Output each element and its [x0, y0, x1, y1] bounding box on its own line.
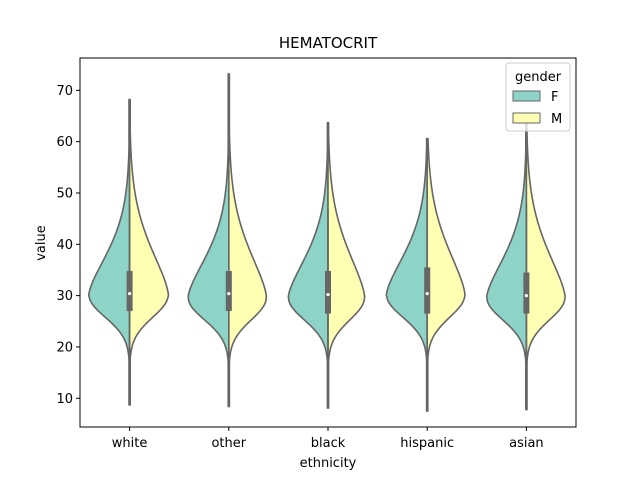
violin-half-f-black: [287, 121, 329, 409]
violin-white: [87, 98, 170, 406]
x-tick-label: asian: [509, 436, 544, 451]
y-axis: 10 20 30 40 50 60 70: [56, 84, 80, 407]
violin-half-f-asian: [485, 115, 528, 411]
violin-half-m-black: [327, 121, 366, 409]
legend-label-f: F: [551, 90, 558, 105]
median-dot-hispanic: [425, 291, 429, 296]
x-tick-label: hispanic: [400, 436, 454, 451]
y-tick-label: 70: [56, 84, 73, 99]
violin-half-m-white: [128, 98, 170, 406]
x-tick-label: other: [211, 436, 246, 451]
y-tick-label: 60: [56, 135, 73, 150]
median-dot-asian: [524, 294, 529, 298]
legend-swatch-f: [512, 90, 541, 102]
iqr-box-hispanic: [424, 267, 431, 314]
violin-half-m-other: [228, 73, 268, 408]
violin-half-f-other: [187, 73, 230, 408]
median-dot-other: [227, 291, 231, 296]
legend-title: gender: [515, 70, 562, 85]
y-tick-label: 10: [56, 392, 73, 407]
iqr-box-other: [225, 270, 232, 312]
legend: gender F M: [505, 62, 571, 132]
x-tick-label: white: [112, 436, 148, 451]
iqr-box-white: [126, 270, 133, 312]
violins-layer: [87, 73, 566, 412]
y-tick-label: 50: [56, 186, 73, 201]
iqr-box-asian: [523, 272, 530, 314]
x-axis-label: ethnicity: [300, 456, 357, 471]
iqr-box-black: [325, 270, 331, 314]
x-tick-label: black: [311, 436, 346, 451]
violin-other: [187, 73, 268, 408]
y-tick-label: 20: [56, 340, 73, 355]
violin-half-m-hispanic: [426, 137, 466, 412]
median-dot-black: [326, 292, 330, 297]
y-tick-label: 30: [56, 289, 73, 304]
legend-swatch-m: [512, 112, 541, 124]
legend-label-m: M: [551, 112, 562, 127]
y-axis-label: value: [34, 225, 49, 261]
violin-asian: [485, 115, 566, 411]
violin-half-f-white: [87, 98, 131, 406]
violin-half-f-hispanic: [385, 137, 428, 412]
violin-half-m-asian: [525, 115, 566, 411]
violin-black: [287, 121, 366, 409]
violin-hispanic: [385, 137, 466, 412]
median-dot-white: [128, 291, 132, 296]
y-tick-label: 40: [56, 238, 73, 253]
x-axis: white other black hispanic asian: [112, 427, 544, 451]
chart-title: HEMATOCRIT: [279, 34, 378, 52]
